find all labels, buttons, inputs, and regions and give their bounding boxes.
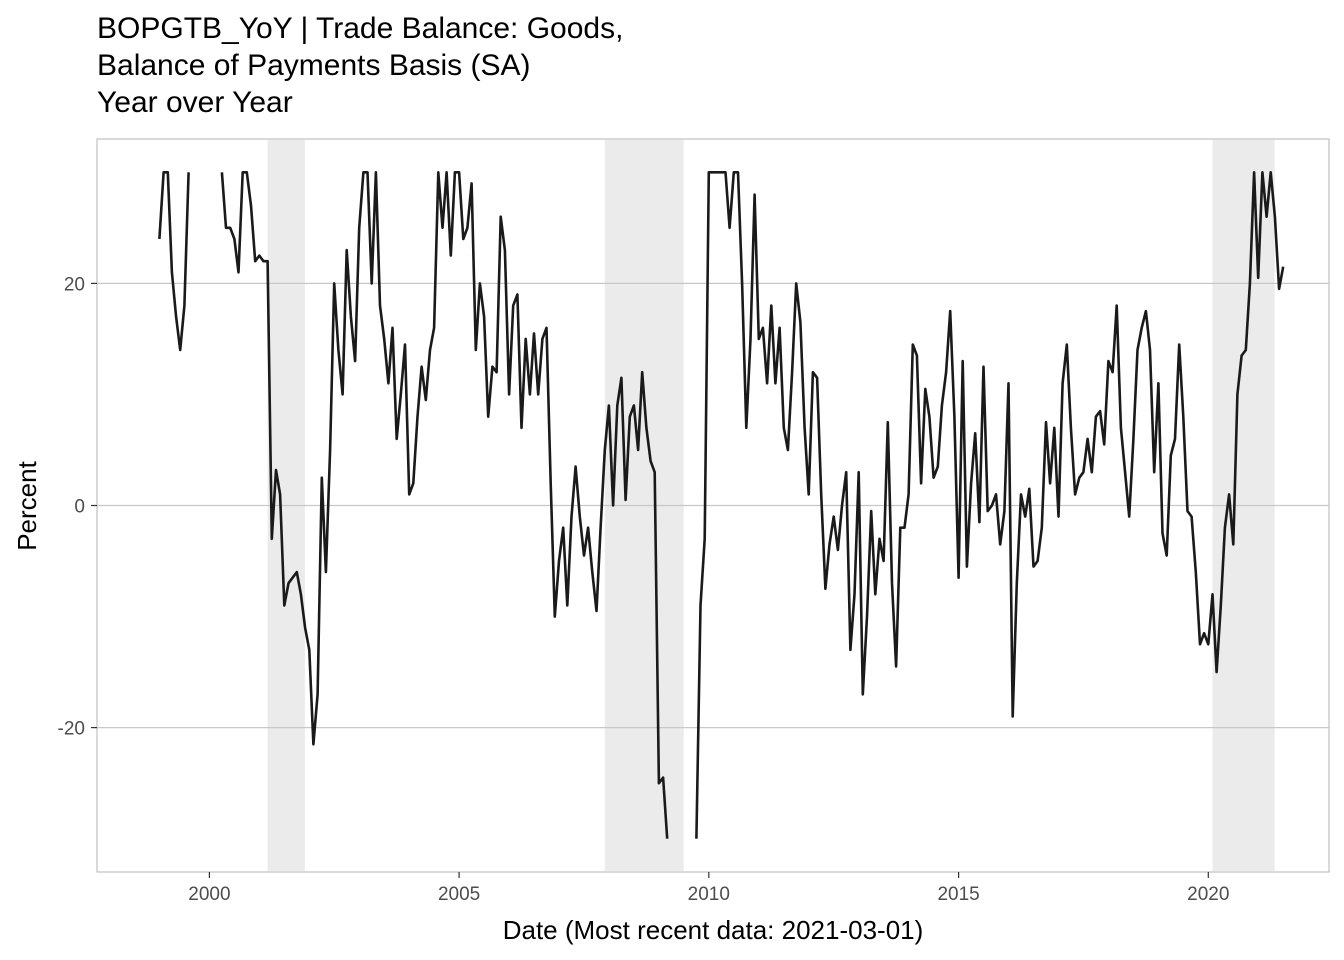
y-axis-title: Percent [12, 460, 42, 550]
series-lines [158, 171, 1285, 839]
y-tick-label-1: -20 [58, 719, 85, 740]
series-line-segment-2 [220, 171, 669, 839]
chart-title-line-3: Year over Year [97, 86, 293, 119]
grid-lines [97, 282, 1329, 729]
x-tick-label-4: 2015 [937, 884, 979, 905]
y-tick-label-2: 0 [74, 497, 85, 518]
x-tick-label-5: 2020 [1187, 884, 1229, 905]
series-line-segment-1 [158, 171, 190, 352]
x-tick-label-2: 2005 [438, 884, 480, 905]
series-line-segment-3 [695, 171, 1285, 839]
x-tick-label-1: 2000 [188, 884, 230, 905]
chart-title-line-1: BOPGTB_YoY | Trade Balance: Goods, [97, 12, 624, 45]
x-axis-title: Date (Most recent data: 2021-03-01) [503, 915, 924, 945]
x-tick-label-3: 2010 [688, 884, 730, 905]
axes: 2000 2005 2010 2015 2020 -20 0 20 [58, 274, 1230, 905]
chart-title: BOPGTB_YoY | Trade Balance: Goods, Balan… [97, 10, 623, 121]
chart-title-line-2: Balance of Payments Basis (SA) [97, 49, 531, 82]
y-tick-label-3: 20 [64, 274, 85, 295]
